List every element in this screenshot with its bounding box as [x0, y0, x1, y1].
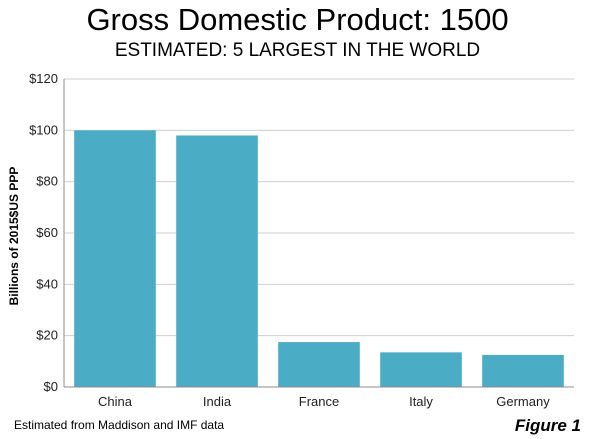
y-tick-label: $20: [36, 328, 58, 343]
figure-label: Figure 1: [514, 416, 581, 435]
bar-india: [176, 135, 258, 387]
y-tick-label: $100: [29, 122, 58, 137]
category-label: Italy: [409, 394, 433, 409]
y-tick-label: $120: [29, 71, 58, 86]
y-tick-label: $80: [36, 174, 58, 189]
chart-title: Gross Domestic Product: 1500: [86, 2, 509, 37]
category-label: India: [203, 394, 232, 409]
category-label: Germany: [496, 394, 550, 409]
bar-germany: [482, 354, 564, 387]
y-tick-label: $0: [44, 379, 58, 394]
y-tick-label: $40: [36, 276, 58, 291]
category-labels: China India France Italy Germany: [98, 394, 550, 409]
category-label: China: [98, 394, 133, 409]
category-label: France: [299, 394, 339, 409]
bars: [74, 130, 564, 388]
bar-italy: [380, 352, 462, 387]
axes: [63, 79, 574, 388]
bar-france: [278, 342, 360, 387]
y-tick-labels: $0 $20 $40 $60 $80 $100 $120: [29, 71, 58, 394]
chart-subtitle: ESTIMATED: 5 LARGEST IN THE WORLD: [114, 40, 481, 61]
source-note: Estimated from Maddison and IMF data: [14, 418, 225, 432]
bar-china: [74, 130, 156, 388]
y-tick-label: $60: [36, 225, 58, 240]
